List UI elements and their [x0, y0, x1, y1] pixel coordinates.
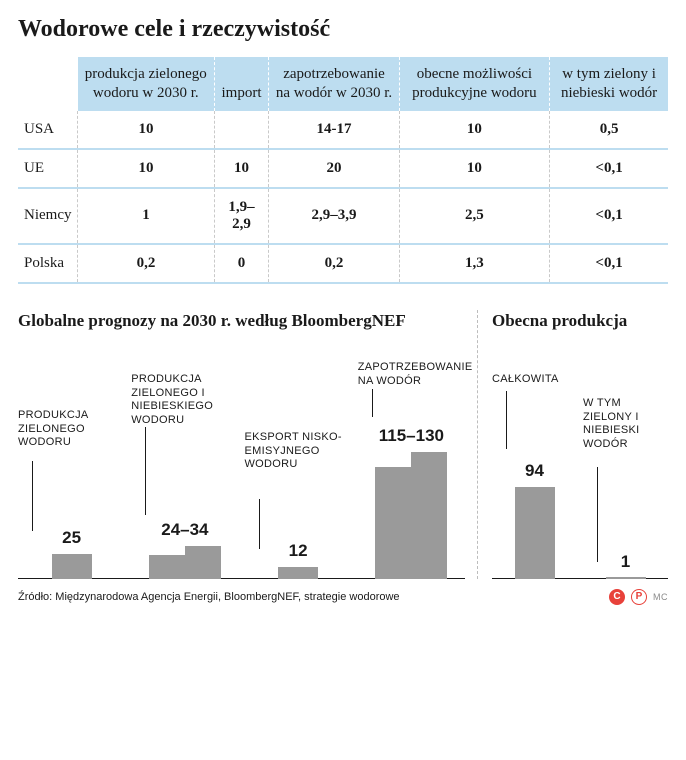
table-row-label: Niemcy	[18, 188, 78, 244]
bar-label: EKSPORT NISKO­EMISYJNEGO WODORU	[245, 431, 352, 472]
bar-rects	[583, 577, 668, 579]
table-cell: 14-17	[269, 111, 399, 149]
leader-line	[506, 391, 507, 449]
badges: C P MC	[609, 589, 668, 605]
table-cell: 10	[399, 111, 549, 149]
bar-label: ZAPOTRZEBOWANIE NA WODÓR	[358, 361, 465, 389]
mc-label: MC	[653, 592, 668, 602]
bar-rect	[606, 577, 646, 579]
bar-group: EKSPORT NISKO­EMISYJNEGO WODORU 12	[245, 349, 352, 579]
table-header-row: produkcja zielonego wodoru w 2030 r.impo…	[18, 57, 668, 111]
chart-right: Obecna produkcja CAŁKOWITA 94 W TYM ZIELON…	[478, 310, 668, 579]
table-cell: 10	[399, 149, 549, 188]
bar-value: 115–130	[358, 426, 465, 446]
table-cell: 10	[78, 111, 214, 149]
table-header-cell	[18, 57, 78, 111]
table-cell: 20	[269, 149, 399, 188]
bar-rect	[185, 546, 221, 579]
bar-group: W TYM ZIELONY I NIEBIESKI WODÓR 1	[583, 349, 668, 579]
charts-container: Globalne prognozy na 2030 r. według Bloo…	[18, 310, 668, 579]
bar-label: W TYM ZIELONY I NIEBIESKI WODÓR	[583, 397, 668, 452]
table-cell: 1	[78, 188, 214, 244]
copyright-badge: C	[609, 589, 625, 605]
bar-rect	[375, 467, 411, 579]
table-cell: 0,2	[78, 244, 214, 283]
bar-rect	[411, 452, 447, 579]
chart-left-bars: PRODUKCJA ZIELONEGO WODORU25PRODUKCJA ZI…	[18, 349, 465, 579]
table-row-label: Polska	[18, 244, 78, 283]
p-badge: P	[631, 589, 647, 605]
table-cell: 0	[214, 244, 269, 283]
bar-rects	[358, 452, 465, 579]
table-row: Polska0,200,21,3<0,1	[18, 244, 668, 283]
bar-group: PRODUKCJA ZIELONEGO WODORU 25	[18, 349, 125, 579]
source-text: Źródło: Międzynarodowa Agencja Energii, …	[18, 591, 400, 603]
bar-value: 24–34	[131, 520, 238, 540]
table-cell: 2,5	[399, 188, 549, 244]
table-cell: <0,1	[550, 149, 668, 188]
table-row: UE10102010<0,1	[18, 149, 668, 188]
bar-value: 1	[583, 552, 668, 572]
chart-left: Globalne prognozy na 2030 r. według Bloo…	[18, 310, 478, 579]
bar-value: 25	[18, 528, 125, 548]
table-row-label: UE	[18, 149, 78, 188]
bar-rects	[492, 487, 577, 578]
table-cell: 1,3	[399, 244, 549, 283]
bar-rects	[18, 554, 125, 578]
table-row: Niemcy11,9–2,92,9–3,92,5<0,1	[18, 188, 668, 244]
table-header-cell: import	[214, 57, 269, 111]
table-cell: 10	[78, 149, 214, 188]
table-body: USA1014-17100,5UE10102010<0,1Niemcy11,9–…	[18, 111, 668, 283]
bar-group: CAŁKOWITA 94	[492, 349, 577, 579]
table-cell: <0,1	[550, 188, 668, 244]
bar-label: PRODUKCJA ZIELONEGO I NIEBIESKIEGO WODOR…	[131, 373, 238, 428]
bar-rect	[278, 567, 318, 579]
bar-rect	[149, 555, 185, 578]
chart-right-bars: CAŁKOWITA 94 W TYM ZIELONY I NIEBIESKI WOD…	[492, 349, 668, 579]
bar-rects	[245, 567, 352, 579]
table-cell: 10	[214, 149, 269, 188]
page-title: Wodorowe cele i rzeczywistość	[18, 16, 668, 43]
bar-rects	[131, 546, 238, 579]
leader-line	[597, 467, 598, 562]
bar-label: CAŁKOWITA	[492, 373, 577, 387]
bar-rect	[515, 487, 555, 578]
bar-value: 12	[245, 541, 352, 561]
table-header-cell: produkcja zielonego wodoru w 2030 r.	[78, 57, 214, 111]
table-cell: 1,9–2,9	[214, 188, 269, 244]
table-header-cell: zapotrze­bowanie na wodór w 2030 r.	[269, 57, 399, 111]
table-cell	[214, 111, 269, 149]
table-row-label: USA	[18, 111, 78, 149]
data-table: produkcja zielonego wodoru w 2030 r.impo…	[18, 57, 668, 284]
bar-group: PRODUKCJA ZIELONEGO I NIEBIESKIEGO WODOR…	[131, 349, 238, 579]
table-cell: 0,2	[269, 244, 399, 283]
table-header-cell: obecne możliwości produkcyjne wodoru	[399, 57, 549, 111]
table-header-cell: w tym zielony i niebieski wodór	[550, 57, 668, 111]
bar-group: ZAPOTRZEBOWANIE NA WODÓR 115–130	[358, 349, 465, 579]
table-cell: 2,9–3,9	[269, 188, 399, 244]
bar-rect	[52, 554, 92, 578]
table-cell: 0,5	[550, 111, 668, 149]
footer: Źródło: Międzynarodowa Agencja Energii, …	[18, 589, 668, 605]
leader-line	[32, 461, 33, 531]
table-row: USA1014-17100,5	[18, 111, 668, 149]
chart-right-title: Obecna produkcja	[492, 310, 668, 331]
leader-line	[372, 389, 373, 417]
bar-label: PRODUKCJA ZIELONEGO WODORU	[18, 409, 125, 450]
table-cell: <0,1	[550, 244, 668, 283]
bar-value: 94	[492, 461, 577, 481]
chart-left-title: Globalne prognozy na 2030 r. według Bloo…	[18, 310, 465, 331]
leader-line	[145, 427, 146, 515]
